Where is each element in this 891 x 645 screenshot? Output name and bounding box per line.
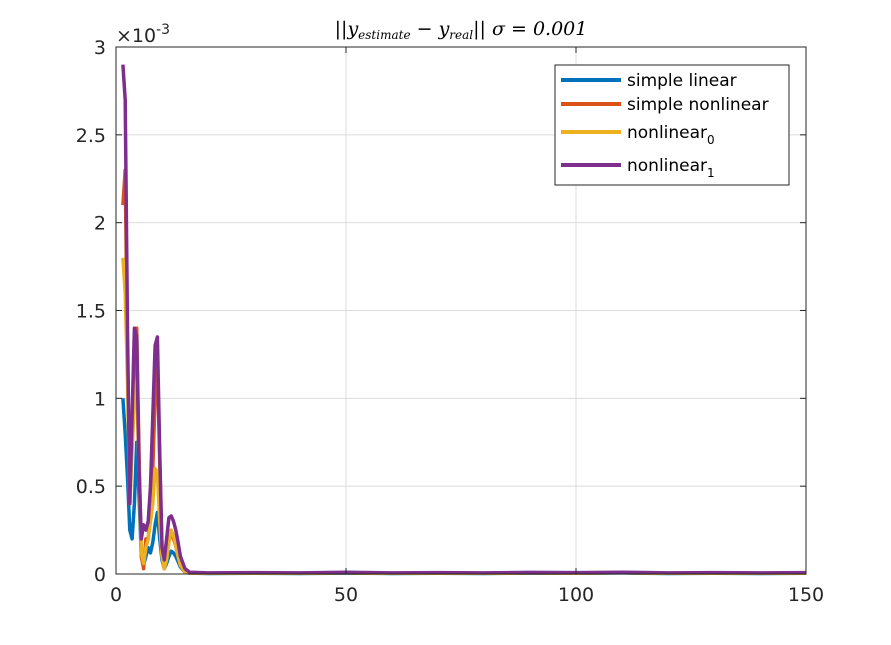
legend-entry-simple-linear: simple linear bbox=[561, 71, 737, 91]
series-layer bbox=[121, 64, 807, 576]
y-tick-label-1: 0.5 bbox=[76, 476, 106, 498]
chart-title: ||yestimate − yreal|| σ = 0.001 bbox=[335, 18, 588, 42]
y-axis-exponent: ×10-3 bbox=[116, 22, 170, 47]
legend-entry-nonlinear-0: nonlinear0 bbox=[561, 123, 715, 147]
x-tick-label-0: 0 bbox=[110, 584, 122, 606]
legend-box bbox=[554, 64, 790, 186]
y-tick-label-6: 3 bbox=[94, 37, 106, 59]
y-tick-label-0: 0 bbox=[94, 564, 106, 586]
series-line-nonlinear-1 bbox=[121, 64, 807, 575]
legend-label-simple-linear: simple linear bbox=[627, 71, 737, 91]
x-tick-label-3: 150 bbox=[788, 584, 824, 606]
y-tick-label-4: 2 bbox=[94, 213, 106, 235]
legend-label-nonlinear-1: nonlinear1 bbox=[627, 156, 715, 180]
x-tick-label-1: 50 bbox=[334, 584, 358, 606]
legend-label-nonlinear-0: nonlinear0 bbox=[627, 123, 715, 147]
legend-entry-nonlinear-1: nonlinear1 bbox=[561, 156, 715, 180]
legend-label-simple-nonlinear: simple nonlinear bbox=[627, 95, 769, 115]
ticks: 0 50 100 150 0 0.5 1 1.5 2 2.5 3 bbox=[76, 37, 824, 606]
y-tick-label-3: 1.5 bbox=[76, 301, 106, 323]
legend-entry-simple-nonlinear: simple nonlinear bbox=[561, 95, 769, 115]
x-tick-label-2: 100 bbox=[558, 584, 594, 606]
legend: simple linear simple nonlinear nonlinear… bbox=[554, 64, 790, 186]
y-tick-label-5: 2.5 bbox=[76, 125, 106, 147]
y-tick-label-2: 1 bbox=[94, 388, 106, 410]
